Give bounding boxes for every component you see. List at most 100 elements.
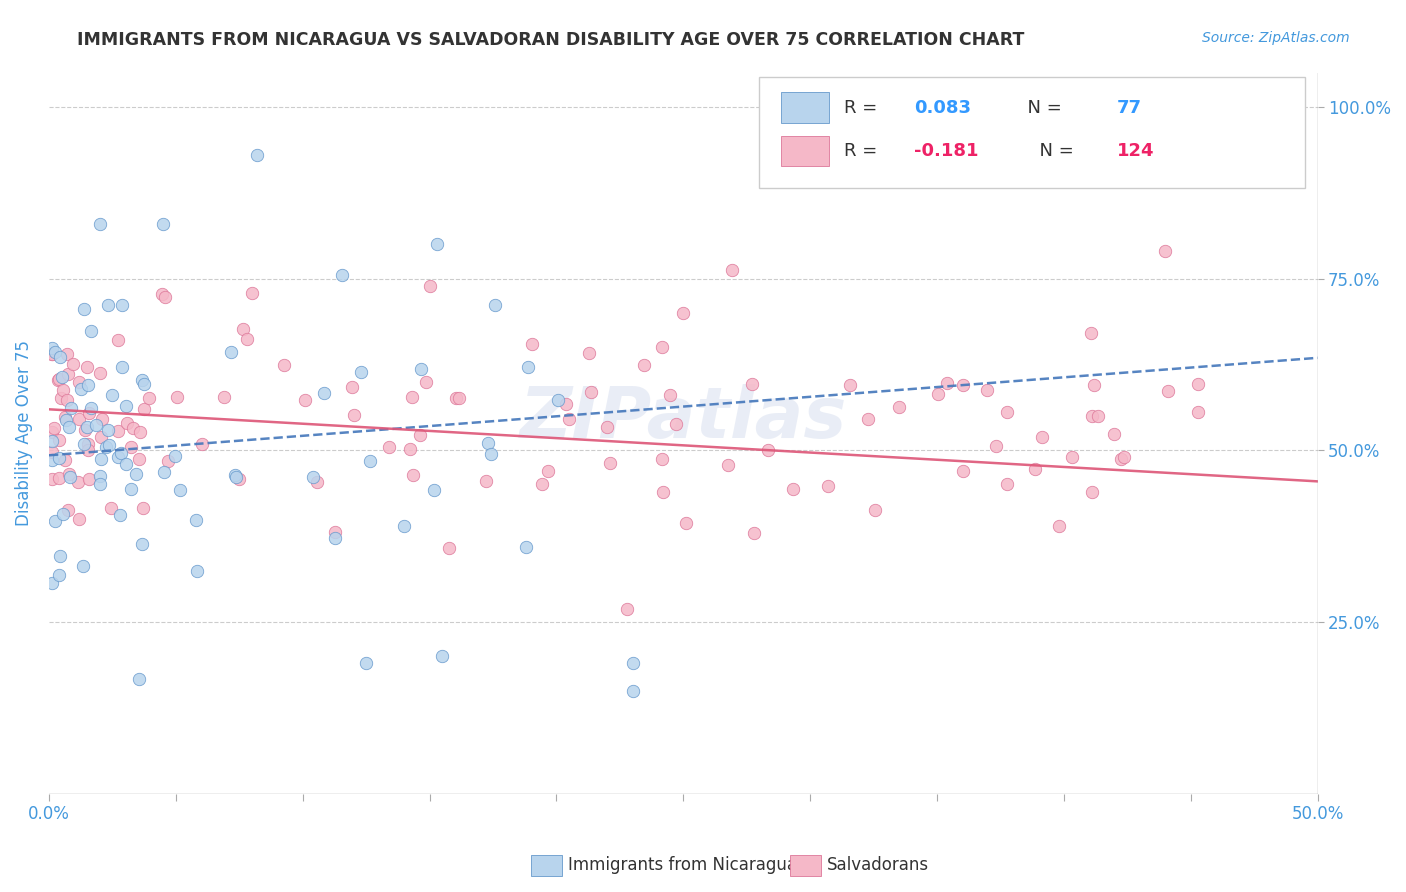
Point (621, 657, 644, 671)
Point (651, 451, 673, 466)
Point (558, 412, 581, 426)
Point (475, 474, 498, 488)
Point (48, 433, 70, 447)
Point (578, 346, 600, 360)
Point (49, 549, 72, 563)
Point (447, 391, 470, 405)
Point (107, 333, 129, 347)
Point (53, 453, 76, 467)
Point (273, 358, 295, 372)
Point (415, 375, 437, 389)
Point (717, 458, 740, 473)
Point (44, 345, 66, 359)
Point (1024, 462, 1046, 476)
Point (97, 423, 120, 437)
Point (423, 483, 446, 497)
Point (1112, 450, 1135, 464)
Point (48, 568, 70, 582)
Point (157, 454, 180, 468)
Point (97, 437, 120, 451)
Point (67, 412, 90, 426)
Point (402, 467, 425, 482)
Point (419, 278, 441, 293)
Point (184, 513, 207, 527)
Point (517, 359, 540, 374)
Text: IMMIGRANTS FROM NICARAGUA VS SALVADORAN DISABILITY AGE OVER 75 CORRELATION CHART: IMMIGRANTS FROM NICARAGUA VS SALVADORAN … (77, 31, 1025, 49)
Point (340, 380, 363, 394)
Point (59, 401, 82, 416)
Point (128, 451, 150, 466)
Point (672, 306, 695, 320)
Point (120, 482, 142, 496)
Point (392, 518, 415, 533)
Point (166, 390, 188, 404)
Point (77, 406, 100, 420)
Point (62, 357, 84, 371)
Point (301, 470, 323, 484)
Point (742, 525, 765, 540)
Point (782, 482, 804, 496)
Point (152, 465, 174, 479)
Point (91, 412, 114, 426)
Point (444, 391, 467, 405)
Point (107, 424, 129, 438)
Point (52, 507, 75, 521)
Point (658, 388, 681, 402)
Point (111, 298, 134, 312)
Point (73, 437, 96, 451)
Point (426, 236, 449, 251)
Point (1157, 384, 1180, 399)
Point (1154, 244, 1177, 259)
Point (41, 425, 63, 439)
Point (41, 341, 63, 355)
FancyBboxPatch shape (780, 93, 830, 123)
Point (58, 420, 80, 434)
Point (44, 514, 66, 528)
Point (651, 340, 673, 354)
Point (115, 400, 138, 414)
Point (152, 217, 174, 231)
Point (132, 402, 155, 417)
Point (952, 464, 974, 478)
Point (927, 387, 949, 401)
Point (995, 404, 1018, 418)
Point (53, 409, 76, 424)
Point (73, 423, 96, 437)
Point (935, 376, 957, 390)
Point (46, 373, 69, 387)
Point (131, 501, 153, 516)
Point (599, 457, 621, 471)
Point (437, 541, 460, 556)
Point (1109, 452, 1132, 467)
Point (1083, 378, 1105, 392)
Point (79, 324, 101, 338)
Point (537, 464, 560, 478)
Point (332, 268, 354, 282)
Point (48, 471, 70, 485)
Point (477, 435, 499, 450)
Point (125, 467, 148, 482)
Point (294, 393, 316, 408)
Text: 0.083: 0.083 (914, 99, 972, 117)
Point (69, 375, 91, 389)
Point (89, 477, 111, 491)
Point (100, 501, 122, 516)
Point (756, 442, 779, 457)
Point (56, 347, 79, 361)
Point (89, 366, 111, 380)
Point (111, 360, 134, 375)
Point (665, 417, 688, 431)
Text: R =: R = (845, 99, 883, 117)
Point (378, 440, 401, 454)
Point (621, 683, 644, 698)
Point (224, 467, 246, 482)
Point (652, 485, 675, 500)
Text: Source: ZipAtlas.com: Source: ZipAtlas.com (1202, 31, 1350, 45)
Point (121, 420, 143, 434)
Text: 124: 124 (1118, 142, 1154, 160)
Point (41, 453, 63, 467)
Point (115, 417, 138, 431)
Point (41, 347, 63, 361)
Point (675, 516, 697, 531)
Point (51, 370, 73, 384)
